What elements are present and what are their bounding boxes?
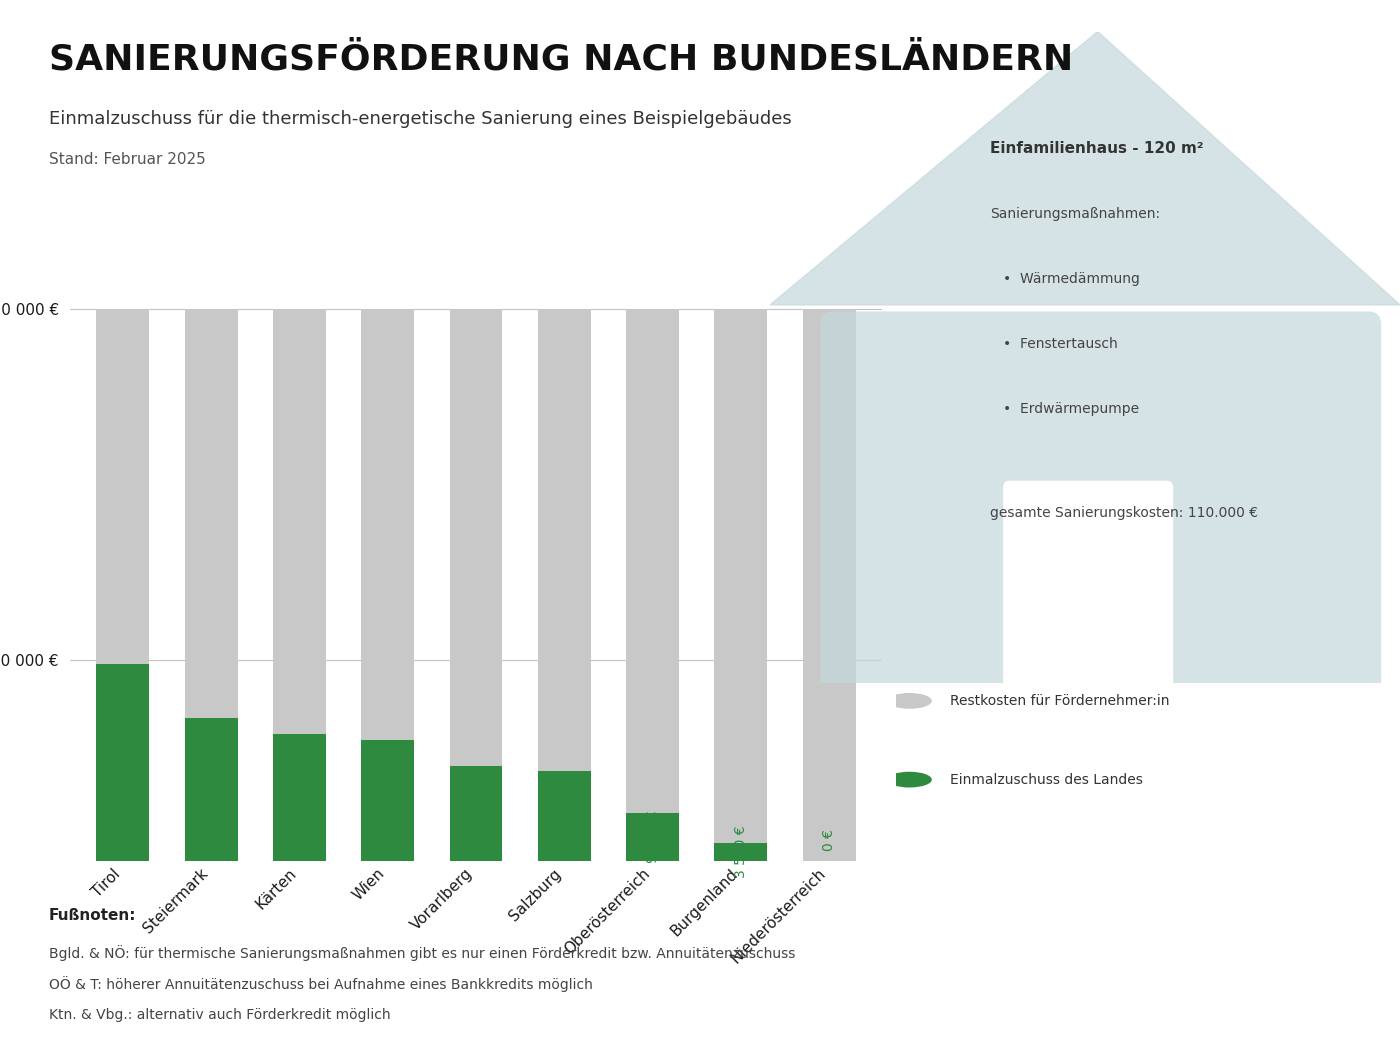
Circle shape — [888, 693, 932, 709]
Text: •  Wärmedämmung: • Wärmedämmung — [1004, 272, 1140, 286]
Text: Ktn. & Vbg.: alternativ auch Förderkredit möglich: Ktn. & Vbg.: alternativ auch Förderkredi… — [49, 1008, 391, 1022]
Bar — [97, 309, 150, 861]
Polygon shape — [770, 32, 1400, 304]
Bar — [185, 309, 238, 861]
Bar — [449, 309, 503, 861]
Text: Fußnoten:: Fußnoten: — [49, 908, 137, 923]
Bar — [714, 843, 767, 861]
Text: Sanierungsmaßnahmen:: Sanierungsmaßnahmen: — [991, 207, 1161, 220]
Bar — [538, 309, 591, 861]
Circle shape — [888, 772, 932, 788]
Text: •  Fenstertausch: • Fenstertausch — [1004, 337, 1117, 351]
Text: 3 500 €: 3 500 € — [734, 826, 748, 879]
Text: Bgld. & NÖ: für thermische Sanierungsmaßnahmen gibt es nur einen Förderkredit bz: Bgld. & NÖ: für thermische Sanierungsmaß… — [49, 945, 795, 961]
Bar — [361, 309, 414, 861]
Bar — [538, 771, 591, 861]
FancyBboxPatch shape — [820, 312, 1380, 695]
Text: 28 500 €: 28 500 € — [204, 759, 218, 820]
Bar — [273, 734, 326, 861]
Bar — [361, 740, 414, 861]
Text: OÖ & T: höherer Annuitätenzuschuss bei Aufnahme eines Bankkredits möglich: OÖ & T: höherer Annuitätenzuschuss bei A… — [49, 976, 592, 992]
Bar — [802, 309, 855, 861]
Text: •  Erdwärmepumpe: • Erdwärmepumpe — [1004, 402, 1140, 416]
Text: gesamte Sanierungskosten: 110.000 €: gesamte Sanierungskosten: 110.000 € — [991, 506, 1259, 520]
Text: 18 000 €: 18 000 € — [557, 785, 571, 846]
Text: Stand: Februar 2025: Stand: Februar 2025 — [49, 152, 206, 167]
Text: 0 €: 0 € — [822, 830, 836, 850]
Text: Restkosten für Fördernehmer:in: Restkosten für Fördernehmer:in — [949, 694, 1169, 708]
FancyBboxPatch shape — [1004, 481, 1173, 689]
Bar — [626, 309, 679, 861]
Bar — [449, 765, 503, 861]
Bar — [185, 718, 238, 861]
Bar — [97, 664, 150, 861]
Text: 39 300 €: 39 300 € — [116, 732, 130, 793]
Text: 19 000 €: 19 000 € — [469, 782, 483, 844]
Text: 25 200 €: 25 200 € — [293, 768, 307, 828]
Bar — [626, 813, 679, 861]
Text: 24 000 €: 24 000 € — [381, 770, 395, 832]
Text: Einfamilienhaus - 120 m²: Einfamilienhaus - 120 m² — [991, 141, 1204, 156]
Text: Einmalzuschuss des Landes: Einmalzuschuss des Landes — [949, 773, 1142, 786]
Text: SANIERUNGSFÖRDERUNG NACH BUNDESLÄNDERN: SANIERUNGSFÖRDERUNG NACH BUNDESLÄNDERN — [49, 42, 1074, 76]
Bar — [714, 309, 767, 861]
Bar — [273, 309, 326, 861]
Text: Einmalzuschuss für die thermisch-energetische Sanierung eines Beispielgebäudes: Einmalzuschuss für die thermisch-energet… — [49, 110, 792, 128]
Text: 9 575 €: 9 575 € — [645, 811, 659, 863]
